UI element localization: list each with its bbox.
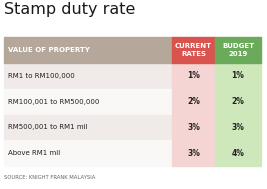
Bar bbox=[4, 89, 172, 115]
Text: RM100,001 to RM500,000: RM100,001 to RM500,000 bbox=[8, 99, 99, 105]
Text: CURRENT
RATES: CURRENT RATES bbox=[175, 43, 212, 57]
Bar bbox=[172, 63, 215, 89]
Text: 3%: 3% bbox=[187, 149, 200, 158]
Bar bbox=[215, 115, 261, 140]
Bar bbox=[4, 63, 172, 89]
Text: 4%: 4% bbox=[231, 149, 244, 158]
Text: RM500,001 to RM1 mil: RM500,001 to RM1 mil bbox=[8, 124, 88, 130]
Text: Above RM1 mil: Above RM1 mil bbox=[8, 150, 60, 156]
Text: 3%: 3% bbox=[187, 123, 200, 132]
Bar bbox=[215, 63, 261, 89]
Text: SOURCE: KNIGHT FRANK MALAYSIA: SOURCE: KNIGHT FRANK MALAYSIA bbox=[4, 175, 95, 180]
Bar bbox=[4, 115, 172, 140]
Text: 1%: 1% bbox=[187, 71, 200, 80]
Text: 2%: 2% bbox=[231, 97, 244, 106]
Text: RM1 to RM100,000: RM1 to RM100,000 bbox=[8, 73, 75, 79]
Bar bbox=[215, 140, 261, 166]
Bar bbox=[4, 37, 172, 63]
Bar bbox=[215, 37, 261, 63]
Text: Stamp duty rate: Stamp duty rate bbox=[4, 2, 135, 17]
Bar bbox=[215, 89, 261, 115]
Text: 2%: 2% bbox=[187, 97, 200, 106]
Text: 3%: 3% bbox=[231, 123, 244, 132]
Text: 1%: 1% bbox=[231, 71, 244, 80]
Text: BUDGET
2019: BUDGET 2019 bbox=[222, 43, 254, 57]
Bar bbox=[4, 140, 172, 166]
Bar bbox=[172, 115, 215, 140]
Bar bbox=[172, 89, 215, 115]
Bar bbox=[172, 37, 215, 63]
Bar bbox=[172, 140, 215, 166]
Text: VALUE OF PROPERTY: VALUE OF PROPERTY bbox=[8, 47, 90, 53]
